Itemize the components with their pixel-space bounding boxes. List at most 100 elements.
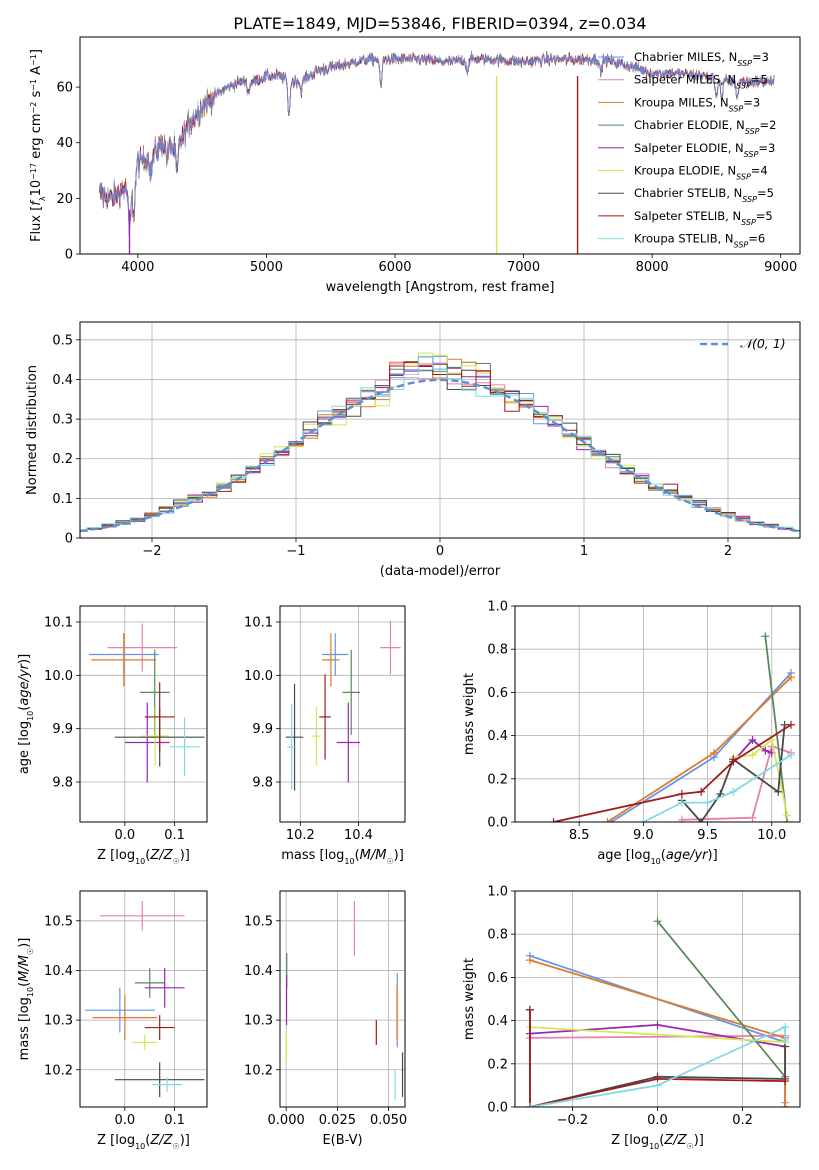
mass_vs_ebv-frame	[279, 890, 406, 1108]
x-tick-label: 9.0	[633, 828, 654, 843]
y-tick-label: 0.0	[487, 1101, 508, 1116]
spectrum-frame	[79, 36, 801, 255]
y-tick-label: 0.4	[52, 373, 73, 388]
legend-entry: Chabrier MILES, NSSP=3	[634, 50, 769, 68]
legend-entry: Chabrier ELODIE, NSSP=2	[634, 118, 776, 136]
weight-series	[529, 1009, 786, 1107]
y-axis-label: Normed distribution	[25, 365, 40, 495]
x-tick-label: 5000	[250, 260, 283, 275]
x-tick-label: 0.0	[114, 828, 135, 843]
y-tick-label: 0.8	[487, 928, 508, 943]
y-tick-label: 10.2	[244, 1063, 273, 1078]
x-tick-label: 0.025	[319, 1113, 356, 1128]
x-tick-label: 0.000	[268, 1113, 305, 1128]
y-axis-label: mass [log10(M/M☉)]	[17, 938, 35, 1061]
figure-title: PLATE=1849, MJD=53846, FIBERID=0394, z=0…	[233, 14, 646, 33]
spectrum-plot-area	[98, 50, 775, 254]
weight_vs_Z-plot-area	[525, 917, 790, 1107]
x-tick-label: 0.0	[114, 1113, 135, 1128]
legend-entry: Salpeter ELODIE, NSSP=3	[634, 141, 775, 159]
x-tick-label: 2	[724, 544, 732, 559]
x-tick-label: 6000	[378, 260, 411, 275]
y-tick-label: 10.0	[244, 669, 273, 684]
y-tick-label: 0	[65, 248, 73, 263]
y-tick-label: 10.3	[244, 1014, 273, 1029]
y-tick-label: 0.2	[487, 772, 508, 787]
legend-entry: 𝒩(0, 1)	[740, 336, 786, 351]
y-tick-label: 0.1	[52, 492, 73, 507]
plot-layer: 4000 5000 6000 7000 8000 90000204060wavelengt…	[17, 36, 801, 1151]
mass_vs_Z-plot-area	[84, 900, 205, 1098]
y-tick-label: 10.2	[44, 1063, 73, 1078]
weight-series	[681, 724, 786, 822]
x-tick-label: 9.5	[697, 828, 718, 843]
y-tick-label: 0.6	[487, 686, 508, 701]
weight_vs_Z-frame	[514, 890, 801, 1108]
y-axis-label: mass weight	[462, 673, 477, 755]
x-tick-label: 4000	[121, 260, 154, 275]
x-tick-label: −0.2	[557, 1113, 589, 1128]
spectrum-legend: Chabrier MILES, NSSP=3 Salpeter MILES, NS…	[598, 50, 776, 249]
weight-series	[529, 1026, 786, 1044]
x-tick-label: 0.1	[164, 1113, 185, 1128]
age_vs_Z-axes: 0.0 0.1 9.8 9.9 10.0 10.1 Z [log10(Z/Z☉)] age […	[17, 605, 208, 866]
x-axis-label: mass [log10(M/M☉)]	[281, 848, 404, 866]
y-tick-label: 0.2	[487, 1057, 508, 1072]
x-axis-label: wavelength [Angstrom, rest frame]	[326, 280, 555, 295]
y-tick-label: 0	[65, 532, 73, 547]
x-tick-label: 1	[580, 544, 588, 559]
y-tick-label: 0.3	[52, 413, 73, 428]
x-axis-label: Z [log10(Z/Z☉)]	[97, 1133, 190, 1151]
residuals-frame	[79, 321, 801, 539]
x-tick-label: 0.2	[732, 1113, 753, 1128]
legend-entry: Kroupa MILES, NSSP=3	[634, 95, 760, 113]
x-tick-label: 8000	[636, 260, 669, 275]
weight-series	[764, 636, 789, 822]
x-axis-label: E(B-V)	[322, 1133, 362, 1148]
legend-entry: Kroupa STELIB, NSSP=6	[634, 232, 765, 250]
y-axis-label: age [log10(age/yr)]	[17, 654, 35, 774]
y-tick-label: 0.0	[487, 816, 508, 831]
x-tick-label: 0.0	[647, 1113, 668, 1128]
legend-entry: Chabrier STELIB, NSSP=5	[634, 186, 774, 204]
x-tick-label: −2	[142, 544, 161, 559]
mass_vs_ebv-axes: 0.000 0.025 0.050 10.2 10.3 10.4 10.5 E(B-V)	[244, 890, 407, 1148]
y-tick-label: 60	[56, 81, 73, 96]
y-tick-label: 40	[56, 136, 73, 151]
weight-series	[529, 1025, 786, 1107]
x-axis-label: Z [log10(Z/Z☉)]	[97, 848, 190, 866]
age_vs_Z-frame	[79, 605, 208, 823]
y-tick-label: 10.4	[44, 964, 73, 979]
x-tick-label: 8.5	[569, 828, 590, 843]
x-tick-label: 0	[436, 544, 444, 559]
weight_vs_age-axes: 8.5 9.0 9.5 10.0 0.0 0.2 0.4 0.6 0.8 1.0 age [log1…	[462, 600, 801, 866]
age_vs_mass-axes: 10.2 10.4 9.8 9.9 10.0 10.1 mass [log10(M/M☉)]	[244, 605, 406, 866]
residuals-plot-area	[80, 352, 800, 533]
y-tick-label: 10.1	[44, 616, 73, 631]
x-tick-label: 10.2	[286, 828, 315, 843]
age_vs_Z-plot-area	[88, 623, 205, 783]
x-tick-label: 0.1	[164, 828, 185, 843]
y-tick-label: 0.2	[52, 452, 73, 467]
age_vs_mass-plot-area	[285, 620, 401, 791]
x-tick-label: −1	[286, 544, 305, 559]
residuals-axes: −2 −1 0 1 2 0 0.1 0.2 0.3 0.4 0.5 (data-model)/erro…	[25, 321, 801, 579]
x-tick-label: 10.4	[344, 828, 373, 843]
mass_vs_Z-axes: 0.0 0.1 10.2 10.3 10.4 10.5 Z [log10(Z/Z☉)] mas…	[17, 890, 208, 1151]
y-tick-label: 20	[56, 192, 73, 207]
x-axis-label: Z [log10(Z/Z☉)]	[611, 1133, 704, 1151]
weight_vs_age-plot-area	[549, 632, 796, 822]
y-tick-label: 9.8	[252, 776, 273, 791]
x-tick-label: 10.0	[757, 828, 786, 843]
y-tick-label: 10.0	[44, 669, 73, 684]
x-tick-label: 0.050	[370, 1113, 407, 1128]
y-axis-label: mass weight	[462, 958, 477, 1040]
mass_vs_ebv-plot-area	[285, 900, 404, 1100]
y-tick-label: 0.4	[487, 1014, 508, 1029]
x-tick-label: 9000	[764, 260, 797, 275]
weight_vs_age-frame	[514, 605, 801, 823]
y-tick-label: 0.4	[487, 729, 508, 744]
y-tick-label: 1.0	[487, 885, 508, 900]
y-tick-label: 0.8	[487, 643, 508, 658]
